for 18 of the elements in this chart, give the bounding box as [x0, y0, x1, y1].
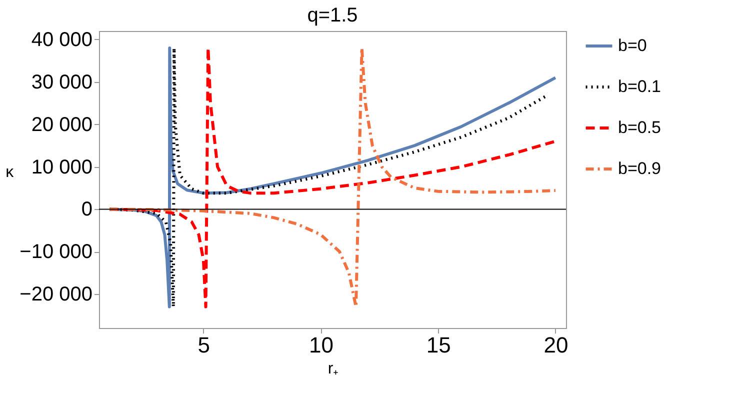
y-tick-label: 30 000: [31, 71, 92, 94]
x-tick-label: 5: [198, 332, 210, 358]
legend-label: b=0.1: [618, 77, 662, 96]
y-tick-label: 20 000: [31, 114, 92, 136]
legend-label: b=0: [618, 36, 647, 55]
legend-label: b=0.9: [618, 159, 662, 178]
legend-label: b=0.5: [618, 118, 662, 137]
y-tick-label: −20 000: [20, 284, 92, 306]
y-axis-title: κ: [6, 164, 15, 181]
x-axis-title: r₊: [328, 360, 338, 378]
y-tick-label: 40 000: [31, 28, 92, 51]
y-tick-label: −10 000: [20, 241, 92, 264]
x-tick-label: 10: [309, 332, 334, 358]
x-tick-label: 20: [544, 332, 568, 358]
y-tick-label: 0: [81, 198, 92, 221]
x-tick-label: 15: [426, 332, 451, 358]
chart-title: q=1.5: [307, 4, 358, 26]
y-tick-label: 10 000: [31, 156, 92, 178]
